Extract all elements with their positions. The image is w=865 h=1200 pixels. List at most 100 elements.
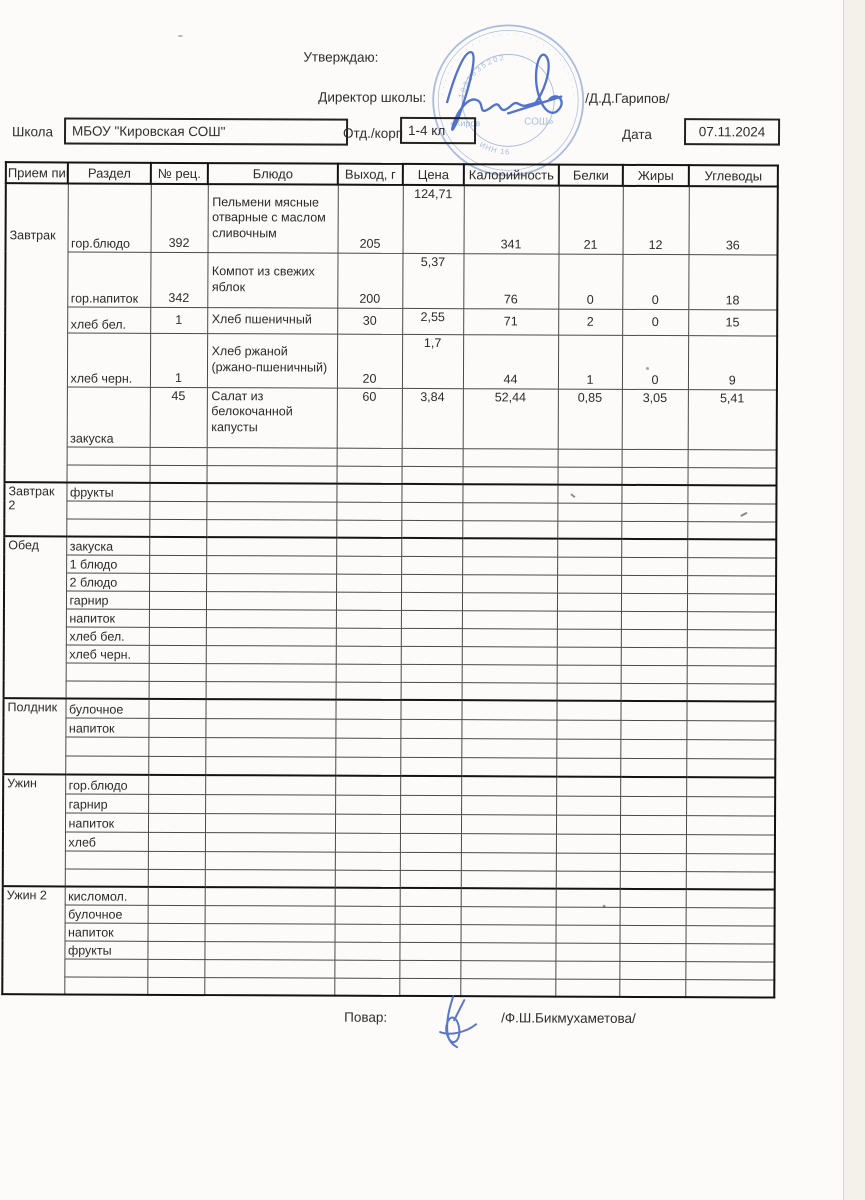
carb-cell	[687, 485, 777, 504]
out-cell: 60	[336, 387, 402, 448]
prot-cell: 0,85	[557, 388, 622, 449]
column-header: Блюдо	[207, 163, 338, 185]
kcal-cell	[462, 520, 558, 539]
fat-cell	[620, 646, 687, 666]
carb-cell	[686, 647, 776, 666]
rec-cell	[147, 868, 205, 888]
column-header: Раздел	[67, 162, 151, 184]
razdel-cell: гор.блюдо	[67, 183, 151, 252]
fat-cell	[619, 870, 686, 890]
school-stamp-icon: · · · · · · · · · · · · · · · · · · · · …	[430, 22, 585, 177]
prot-cell	[555, 942, 620, 961]
price-cell	[400, 591, 463, 611]
fat-cell	[621, 520, 688, 540]
carb-cell	[687, 449, 777, 468]
razdel-cell: фрукты	[66, 482, 150, 501]
kcal-cell	[460, 814, 557, 834]
fat-cell	[619, 960, 686, 980]
razdel-cell: хлеб	[64, 831, 148, 851]
price-cell	[399, 832, 461, 853]
fat-cell	[619, 852, 686, 872]
column-header: Углеводы	[688, 165, 778, 187]
razdel-cell: напиток	[64, 922, 148, 941]
rec-cell	[149, 500, 207, 520]
page-edge-line	[843, 0, 844, 1200]
prot-cell	[556, 719, 621, 739]
price-cell	[400, 718, 462, 739]
out-cell	[336, 447, 402, 466]
prot-cell	[557, 502, 622, 521]
column-header: Белки	[558, 164, 623, 186]
razdel-cell: хлеб бел.	[65, 626, 149, 645]
fat-cell: 0	[621, 334, 689, 390]
razdel-cell: булочное	[65, 698, 149, 718]
meal-label: Завтрак 2	[8, 484, 55, 513]
rec-cell: 45	[149, 386, 207, 448]
kcal-cell	[461, 646, 557, 665]
prot-cell	[556, 682, 621, 701]
rec-cell	[149, 554, 207, 574]
out-cell	[335, 737, 401, 757]
price-cell	[401, 537, 463, 557]
carb-cell	[687, 521, 777, 540]
dish-cell	[204, 887, 335, 906]
out-cell	[335, 591, 402, 610]
prot-cell	[555, 978, 620, 997]
menu-row: закуска 45 Салат из белокочанной капусты 60…	[5, 386, 777, 450]
price-cell	[400, 681, 462, 701]
director-label: Директор школы:	[318, 89, 427, 106]
kcal-cell	[460, 924, 556, 943]
fat-cell	[620, 776, 687, 797]
carb-cell	[687, 539, 777, 558]
razdel-cell: кисломол.	[64, 886, 148, 905]
dept-label: Отд./корп	[343, 125, 404, 141]
prot-cell	[556, 592, 622, 611]
menu-row: хлеб бел. 1 Хлеб пшеничный 30 2,55 71 2 0 15	[5, 306, 778, 336]
kcal-cell	[462, 538, 558, 557]
out-cell	[335, 794, 401, 814]
dish-cell	[205, 775, 336, 795]
carb-cell	[685, 889, 775, 908]
dish-cell	[206, 519, 337, 538]
prot-cell: 21	[558, 185, 623, 254]
rec-cell	[148, 608, 206, 628]
price-cell: 3,84	[401, 387, 463, 449]
razdel-cell	[65, 662, 149, 681]
razdel-cell	[66, 464, 150, 483]
kcal-cell	[461, 610, 557, 629]
prot-cell	[556, 646, 621, 665]
price-cell	[401, 465, 463, 485]
rec-cell	[149, 518, 207, 538]
kcal-cell: 71	[463, 308, 559, 335]
carb-cell: 36	[688, 186, 778, 255]
prot-cell	[556, 795, 621, 815]
kcal-cell: 52,44	[462, 388, 558, 449]
prot-cell	[556, 776, 621, 796]
kcal-cell	[462, 484, 558, 503]
out-cell	[335, 718, 401, 738]
scanner-edge	[844, 0, 865, 1200]
razdel-cell	[65, 680, 149, 699]
carb-cell	[685, 853, 775, 872]
kcal-cell	[462, 556, 558, 575]
meal-label: Ужин 2	[6, 888, 47, 903]
fat-cell: 0	[622, 253, 689, 310]
out-cell	[335, 756, 401, 776]
razdel-cell	[64, 868, 148, 887]
rec-cell	[149, 482, 207, 502]
carb-cell: 15	[688, 309, 778, 336]
dish-cell	[206, 537, 337, 556]
prot-cell	[556, 628, 621, 647]
out-cell	[334, 887, 400, 906]
kcal-cell	[461, 628, 557, 647]
dish-cell	[204, 832, 335, 852]
kcal-cell	[461, 738, 557, 758]
column-header: Калорийность	[463, 164, 559, 186]
carb-cell	[686, 796, 776, 816]
fat-cell	[619, 833, 686, 854]
fat-cell: 12	[622, 185, 689, 255]
razdel-cell: напиток	[65, 608, 149, 627]
dish-cell	[206, 483, 337, 502]
prot-cell	[557, 484, 622, 503]
rec-cell	[149, 572, 207, 592]
